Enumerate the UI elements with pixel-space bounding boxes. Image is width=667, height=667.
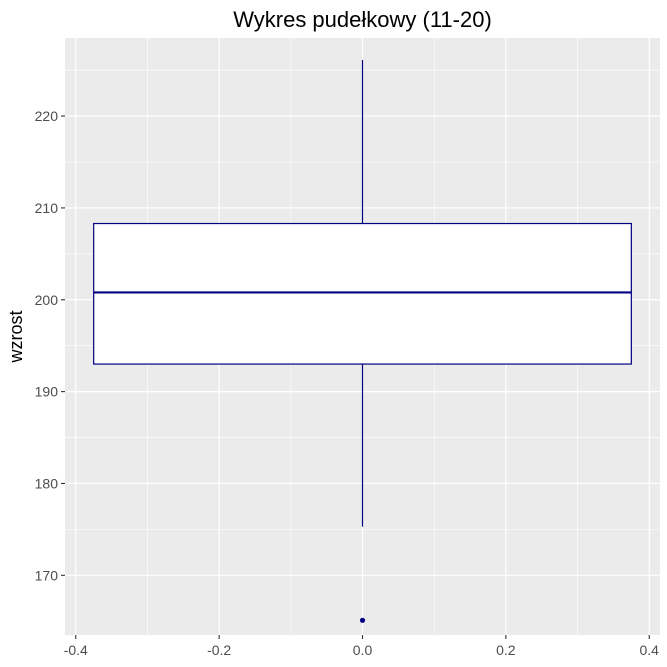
- x-tick-label: -0.2: [207, 642, 231, 658]
- y-tick-label: 220: [35, 108, 59, 124]
- y-tick-label: 180: [35, 475, 59, 491]
- x-tick-label: 0.0: [353, 642, 373, 658]
- interquartile-box: [93, 222, 632, 365]
- y-tick-label: 170: [35, 567, 59, 583]
- x-axis: -0.4 -0.2 0.0 0.2 0.4: [64, 635, 659, 658]
- y-axis-label: wzrost: [6, 310, 26, 363]
- chart-title: Wykres pudełkowy (11-20): [233, 7, 492, 32]
- x-tick-label: 0.2: [496, 642, 516, 658]
- y-tick-label: 190: [35, 384, 59, 400]
- outlier-point: [359, 617, 366, 623]
- x-tick-label: -0.4: [64, 642, 88, 658]
- boxplot-marks: [93, 60, 632, 623]
- x-tick-label: 0.4: [640, 642, 660, 658]
- y-tick-label: 200: [35, 292, 59, 308]
- y-axis: 170 180 190 200 210 220: [35, 108, 65, 583]
- y-tick-label: 210: [35, 200, 59, 216]
